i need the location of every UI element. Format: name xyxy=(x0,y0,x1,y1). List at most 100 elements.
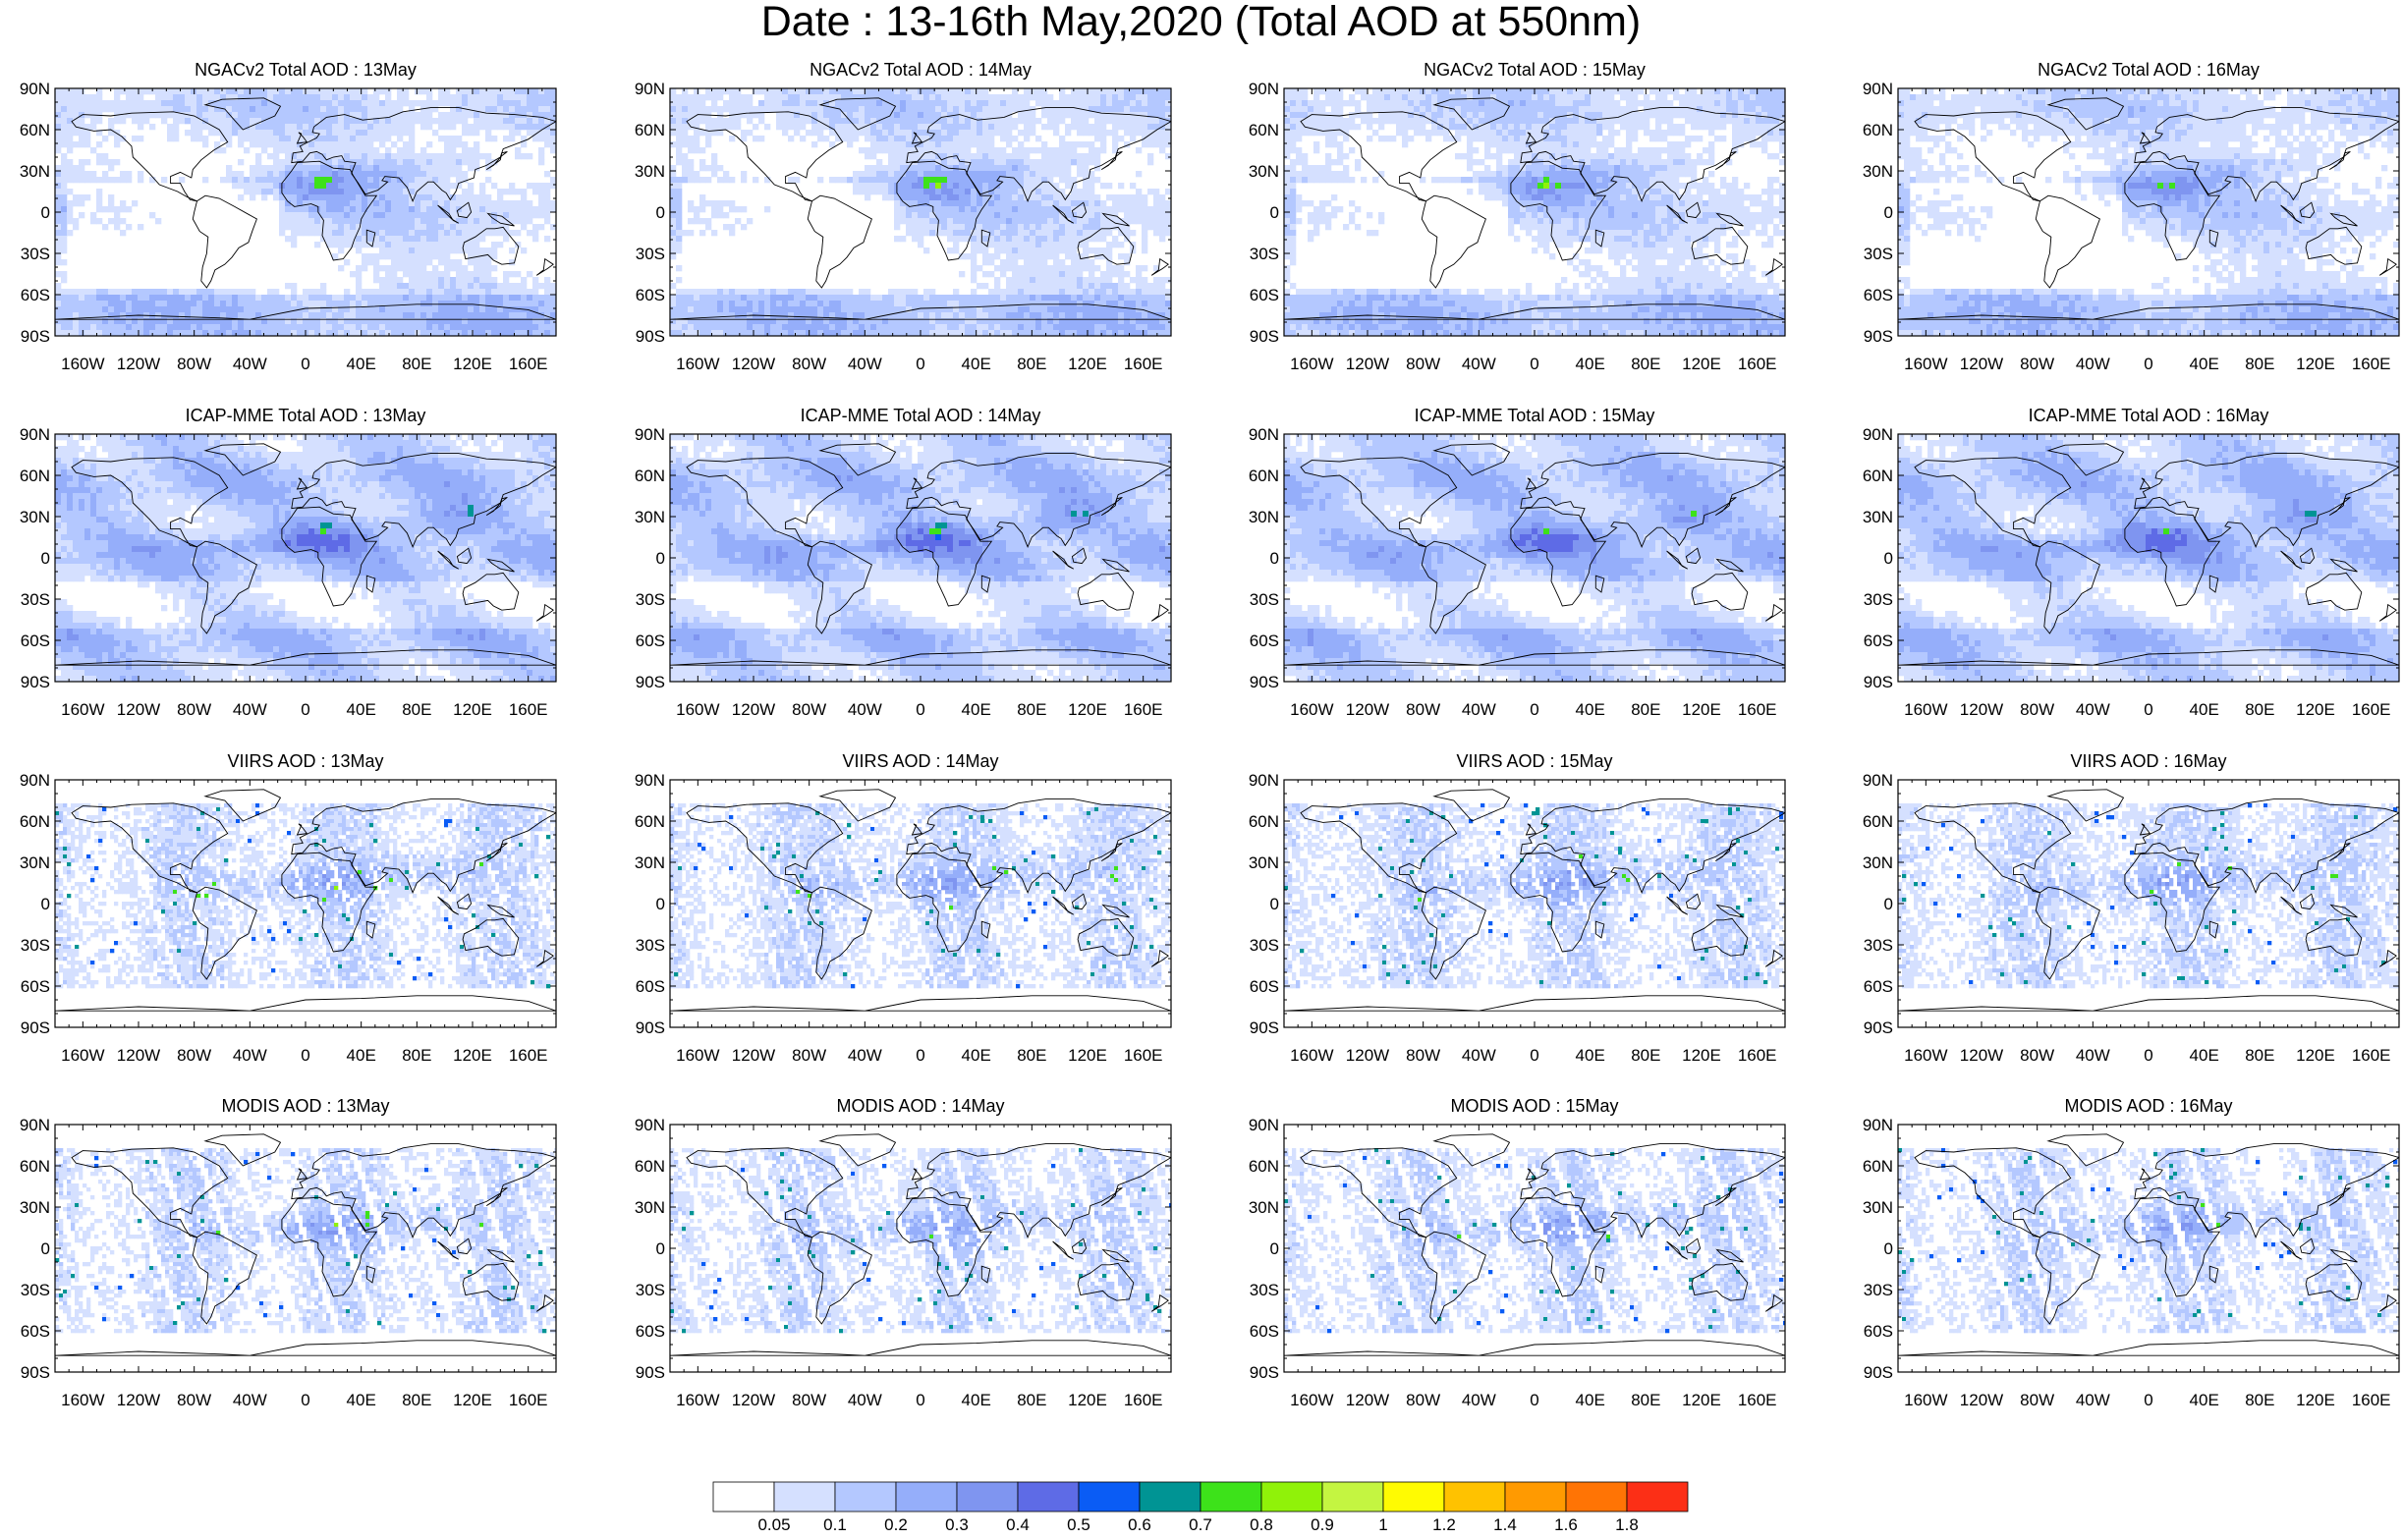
lon-tick-label: 160E xyxy=(1124,355,1163,373)
lon-tick-label: 40W xyxy=(2076,1391,2110,1409)
lon-tick-label: 120E xyxy=(2296,1391,2335,1409)
lat-tick-label: 90N xyxy=(20,1116,50,1134)
lat-tick-label: 30S xyxy=(1250,245,1279,263)
lat-tick-label: 60S xyxy=(636,286,665,304)
lat-tick-label: 90S xyxy=(1250,327,1279,346)
panel-title: NGACv2 Total AOD : 15May xyxy=(1284,59,1785,81)
colorbar-label: 0.9 xyxy=(1311,1515,1334,1534)
lon-tick-label: 80E xyxy=(402,1046,431,1065)
lat-tick-label: 30S xyxy=(1864,245,1893,263)
lon-tick-label: 40W xyxy=(848,700,882,719)
aod-field xyxy=(55,88,556,336)
lat-tick-label: 90S xyxy=(21,673,50,691)
lon-tick-label: 160W xyxy=(1904,1046,1947,1065)
colorbar-label: 0.5 xyxy=(1067,1515,1090,1534)
lon-tick-label: 120E xyxy=(1682,1046,1721,1065)
lat-tick-label: 90S xyxy=(21,327,50,346)
lon-tick-label: 40E xyxy=(1576,1046,1605,1065)
lat-tick-label: 30N xyxy=(1249,508,1279,526)
lat-tick-label: 90N xyxy=(20,425,50,444)
lon-tick-label: 0 xyxy=(2144,700,2152,719)
lon-tick-label: 80E xyxy=(1017,355,1046,373)
lon-tick-label: 40E xyxy=(347,1046,376,1065)
colorbar-label: 0.3 xyxy=(945,1515,969,1534)
lon-tick-label: 0 xyxy=(2144,1046,2152,1065)
panel-title: VIIRS AOD : 14May xyxy=(670,750,1171,772)
lon-tick-label: 0 xyxy=(1530,1391,1538,1409)
lon-tick-label: 0 xyxy=(2144,1391,2152,1409)
aod-field xyxy=(670,434,1171,682)
lon-tick-label: 80W xyxy=(792,355,826,373)
lon-tick-label: 160E xyxy=(509,1391,548,1409)
lon-tick-label: 120W xyxy=(1960,1391,2003,1409)
lon-tick-label: 0 xyxy=(916,1391,924,1409)
lon-tick-label: 120W xyxy=(732,1391,775,1409)
lon-tick-label: 40W xyxy=(1462,700,1496,719)
lon-tick-label: 80W xyxy=(2020,355,2054,373)
lon-tick-label: 40W xyxy=(848,1046,882,1065)
lon-tick-label: 80E xyxy=(1631,1046,1660,1065)
lon-tick-label: 120W xyxy=(117,355,160,373)
aod-field xyxy=(670,1125,1173,1372)
lat-tick-label: 60N xyxy=(20,1157,50,1176)
lat-tick-label: 60N xyxy=(1249,121,1279,139)
lat-tick-label: 0 xyxy=(656,1239,665,1258)
aod-field xyxy=(1898,780,2401,1027)
colorbar-swatch xyxy=(957,1482,1018,1512)
lat-tick-label: 60S xyxy=(1250,632,1279,650)
lon-tick-label: 120E xyxy=(2296,355,2335,373)
lat-tick-label: 90S xyxy=(636,1018,665,1037)
panel-title: ICAP-MME Total AOD : 14May xyxy=(670,405,1171,426)
panel-title: NGACv2 Total AOD : 13May xyxy=(55,59,556,81)
lon-tick-label: 80E xyxy=(2245,1391,2274,1409)
lon-tick-label: 40E xyxy=(2190,700,2219,719)
lon-tick-label: 120E xyxy=(453,700,492,719)
lon-tick-label: 80E xyxy=(1631,700,1660,719)
panel-title: VIIRS AOD : 16May xyxy=(1898,750,2399,772)
lon-tick-label: 80W xyxy=(792,700,826,719)
lon-tick-label: 120E xyxy=(453,355,492,373)
lon-tick-label: 160W xyxy=(1904,355,1947,373)
lat-tick-label: 90S xyxy=(1864,1363,1893,1382)
lat-tick-label: 60S xyxy=(636,632,665,650)
lat-tick-label: 60N xyxy=(20,467,50,485)
lat-tick-label: 30N xyxy=(1249,1198,1279,1217)
lat-tick-label: 60N xyxy=(1863,812,1893,831)
lat-tick-label: 0 xyxy=(1884,895,1893,913)
lat-tick-label: 90S xyxy=(1250,1018,1279,1037)
colorbar-swatch xyxy=(1566,1482,1627,1512)
lat-tick-label: 90S xyxy=(1250,1363,1279,1382)
lat-tick-label: 90S xyxy=(1864,673,1893,691)
lon-tick-label: 160E xyxy=(1738,700,1777,719)
lon-tick-label: 160W xyxy=(676,700,719,719)
lat-tick-label: 90S xyxy=(636,1363,665,1382)
lat-tick-label: 0 xyxy=(656,203,665,222)
lon-tick-label: 40E xyxy=(347,355,376,373)
panel-title: VIIRS AOD : 15May xyxy=(1284,750,1785,772)
lon-tick-label: 120W xyxy=(1346,1391,1389,1409)
lat-tick-label: 60S xyxy=(21,1322,50,1341)
lat-tick-label: 60S xyxy=(21,977,50,996)
lat-tick-label: 30S xyxy=(636,1281,665,1299)
lat-tick-label: 0 xyxy=(1270,549,1279,568)
lon-tick-label: 0 xyxy=(301,700,309,719)
aod-field xyxy=(1284,88,1785,336)
aod-field xyxy=(1284,1125,1787,1372)
lat-tick-label: 60N xyxy=(635,1157,665,1176)
lat-tick-label: 30N xyxy=(1863,162,1893,181)
colorbar-swatch xyxy=(1444,1482,1505,1512)
lat-tick-label: 30S xyxy=(21,590,50,609)
lon-tick-label: 120E xyxy=(1068,1391,1107,1409)
